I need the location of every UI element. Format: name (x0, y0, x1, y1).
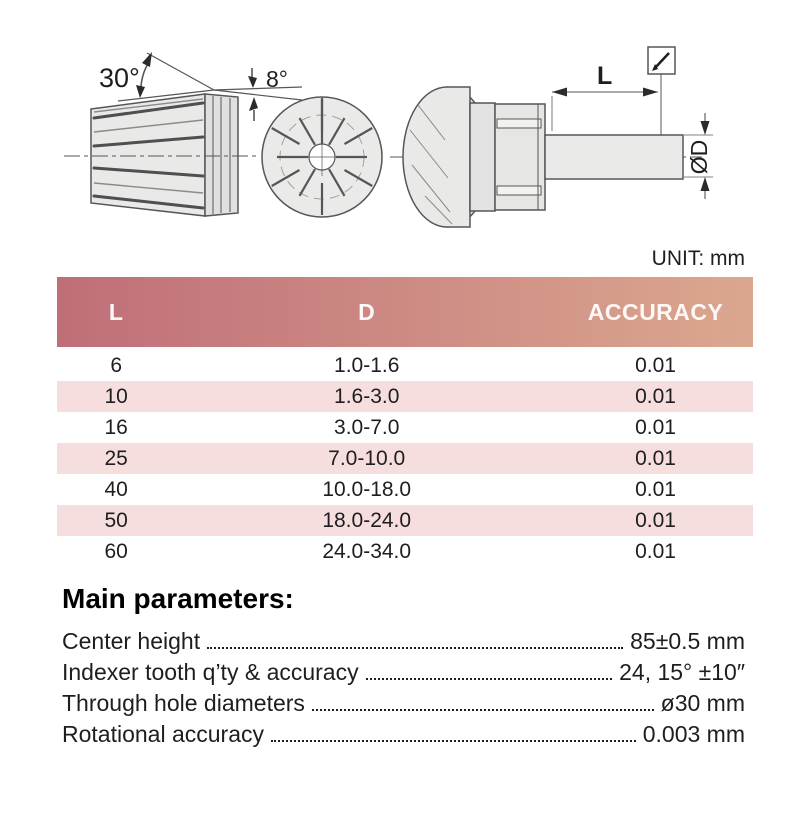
angle-8-annotation (213, 68, 303, 121)
parameter-row: Indexer tooth q’ty & accuracy 24, 15° ±1… (62, 659, 745, 690)
cell-l: 40 (104, 477, 128, 501)
diameter-dimension (684, 113, 713, 199)
parameter-row: Rotational accuracy 0.003 mm (62, 721, 745, 752)
parameter-label: Indexer tooth q’ty & accuracy (62, 659, 359, 685)
cell-d: 7.0-10.0 (328, 446, 406, 470)
cell-d: 3.0-7.0 (334, 415, 400, 439)
column-header-accuracy: ACCURACY (587, 298, 724, 325)
cell-accuracy: 0.01 (635, 384, 676, 408)
parameter-row: Through hole diameters ø30 mm (62, 690, 745, 721)
cell-accuracy: 0.01 (635, 539, 676, 563)
dial-indicator-icon (647, 46, 676, 135)
cell-l: 6 (110, 353, 122, 377)
table-row: 25 7.0-10.0 0.01 (57, 443, 753, 474)
technical-drawing: 30° 8° (0, 0, 800, 277)
table-row: 50 18.0-24.0 0.01 (57, 505, 753, 536)
spec-table-header: L D ACCURACY (57, 277, 753, 347)
dotted-leader (271, 740, 636, 742)
cell-accuracy: 0.01 (635, 415, 676, 439)
parameter-label: Rotational accuracy (62, 721, 264, 747)
cell-accuracy: 0.01 (635, 477, 676, 501)
table-row: 10 1.6-3.0 0.01 (57, 381, 753, 412)
collet-drawing: 30° 8° (64, 46, 713, 228)
table-row: 16 3.0-7.0 0.01 (57, 412, 753, 443)
cell-d: 18.0-24.0 (322, 508, 412, 532)
collet-front-view (261, 96, 383, 218)
collet-chuck-assembly (390, 86, 702, 228)
unit-note: UNIT: mm (651, 247, 745, 270)
cell-l: 25 (104, 446, 128, 470)
parameter-value: 0.003 mm (642, 721, 745, 747)
cell-d: 24.0-34.0 (322, 539, 412, 563)
dotted-leader (311, 709, 654, 711)
column-header-l: L (108, 298, 124, 325)
dotted-leader (207, 647, 624, 649)
cell-l: 50 (104, 508, 128, 532)
cell-d: 10.0-18.0 (322, 477, 412, 501)
parameter-label: Center height (62, 628, 201, 654)
parameter-value: ø30 mm (660, 690, 745, 716)
main-parameters-heading: Main parameters: (62, 583, 294, 614)
angle-30-annotation (117, 52, 215, 102)
length-dimension-label: L (597, 62, 612, 90)
cell-l: 60 (104, 539, 128, 563)
cell-accuracy: 0.01 (635, 508, 676, 532)
parameter-value: 24, 15° ±10″ (619, 659, 745, 685)
spec-table: L D ACCURACY 6 1.0-1.6 0.01 10 1.6-3.0 0… (57, 277, 753, 567)
parameter-value: 85±0.5 mm (630, 628, 745, 654)
cell-accuracy: 0.01 (635, 446, 676, 470)
cell-l: 10 (104, 384, 128, 408)
parameter-row: Center height 85±0.5 mm (62, 628, 745, 659)
angle-30-label: 30° (99, 63, 140, 93)
collet-side-view (64, 93, 260, 217)
angle-8-label: 8° (266, 66, 288, 92)
column-header-d: D (358, 298, 376, 325)
test-bar-shaft (544, 134, 684, 180)
cell-d: 1.6-3.0 (334, 384, 400, 408)
parameter-label: Through hole diameters (62, 690, 305, 716)
spec-table-body: 6 1.0-1.6 0.01 10 1.6-3.0 0.01 16 3.0-7.… (57, 350, 753, 567)
table-row: 6 1.0-1.6 0.01 (57, 350, 753, 381)
table-row: 60 24.0-34.0 0.01 (57, 536, 753, 567)
cell-l: 16 (104, 415, 128, 439)
length-dimension (551, 87, 658, 131)
cell-d: 1.0-1.6 (334, 353, 400, 377)
table-row: 40 10.0-18.0 0.01 (57, 474, 753, 505)
diameter-dimension-label: ØD (686, 140, 712, 175)
parameters-list: Center height 85±0.5 mm Indexer tooth q’… (62, 628, 745, 752)
cell-accuracy: 0.01 (635, 353, 676, 377)
dotted-leader (365, 678, 613, 680)
